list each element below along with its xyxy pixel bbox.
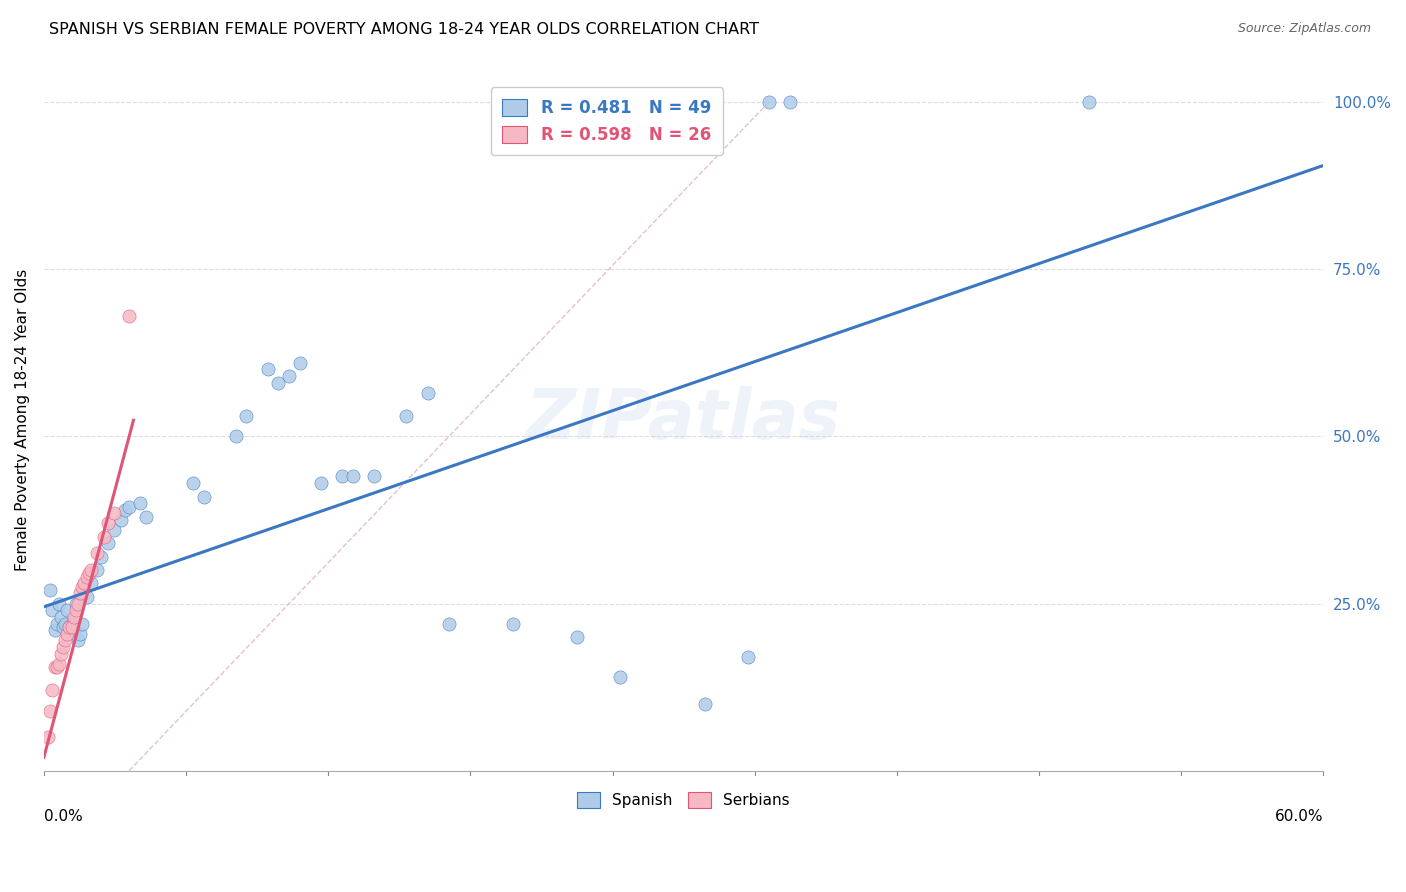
Text: 0.0%: 0.0%	[44, 809, 83, 824]
Point	[342, 469, 364, 483]
Point	[52, 640, 75, 654]
Point	[256, 362, 278, 376]
Legend: Spanish, Serbians: Spanish, Serbians	[569, 784, 797, 815]
Point	[39, 583, 62, 598]
Point	[69, 626, 91, 640]
Point	[758, 95, 780, 109]
Point	[90, 549, 112, 564]
Point	[288, 356, 311, 370]
Point	[267, 376, 290, 390]
Point	[86, 546, 108, 560]
Point	[49, 610, 72, 624]
Point	[76, 590, 98, 604]
Point	[58, 620, 80, 634]
Point	[73, 576, 96, 591]
Point	[58, 620, 80, 634]
Point	[110, 513, 132, 527]
Point	[97, 536, 120, 550]
Point	[76, 570, 98, 584]
Point	[52, 620, 75, 634]
Point	[65, 597, 87, 611]
Point	[80, 563, 103, 577]
Point	[128, 496, 150, 510]
Point	[62, 610, 84, 624]
Point	[278, 369, 301, 384]
Point	[53, 633, 76, 648]
Point	[609, 670, 631, 684]
Point	[56, 626, 79, 640]
Point	[65, 603, 87, 617]
Point	[69, 586, 91, 600]
Point	[62, 624, 84, 638]
Point	[118, 309, 141, 323]
Point	[77, 566, 100, 581]
Point	[56, 603, 79, 617]
Point	[437, 616, 460, 631]
Point	[48, 597, 70, 611]
Point	[60, 616, 83, 631]
Point	[60, 620, 83, 634]
Y-axis label: Female Poverty Among 18-24 Year Olds: Female Poverty Among 18-24 Year Olds	[15, 268, 30, 571]
Point	[118, 500, 141, 514]
Point	[44, 624, 66, 638]
Point	[309, 476, 332, 491]
Point	[41, 683, 63, 698]
Point	[93, 530, 115, 544]
Point	[395, 409, 418, 424]
Text: 60.0%: 60.0%	[1275, 809, 1323, 824]
Point	[114, 503, 136, 517]
Point	[565, 630, 588, 644]
Point	[193, 490, 215, 504]
Point	[45, 616, 67, 631]
Text: ZIPatlas: ZIPatlas	[526, 386, 841, 453]
Point	[97, 516, 120, 531]
Point	[779, 95, 801, 109]
Point	[235, 409, 257, 424]
Text: Source: ZipAtlas.com: Source: ZipAtlas.com	[1237, 22, 1371, 36]
Point	[502, 616, 524, 631]
Point	[693, 697, 716, 711]
Point	[72, 580, 94, 594]
Point	[363, 469, 385, 483]
Point	[181, 476, 204, 491]
Point	[48, 657, 70, 671]
Point	[41, 603, 63, 617]
Point	[80, 576, 103, 591]
Point	[37, 731, 59, 745]
Point	[135, 509, 157, 524]
Point	[49, 647, 72, 661]
Point	[72, 616, 94, 631]
Point	[103, 506, 125, 520]
Point	[45, 660, 67, 674]
Point	[416, 385, 439, 400]
Point	[53, 616, 76, 631]
Point	[66, 597, 89, 611]
Point	[1077, 95, 1099, 109]
Point	[44, 660, 66, 674]
Point	[66, 633, 89, 648]
Point	[332, 469, 354, 483]
Point	[225, 429, 247, 443]
Point	[39, 704, 62, 718]
Text: SPANISH VS SERBIAN FEMALE POVERTY AMONG 18-24 YEAR OLDS CORRELATION CHART: SPANISH VS SERBIAN FEMALE POVERTY AMONG …	[49, 22, 759, 37]
Point	[737, 650, 759, 665]
Point	[86, 563, 108, 577]
Point	[103, 523, 125, 537]
